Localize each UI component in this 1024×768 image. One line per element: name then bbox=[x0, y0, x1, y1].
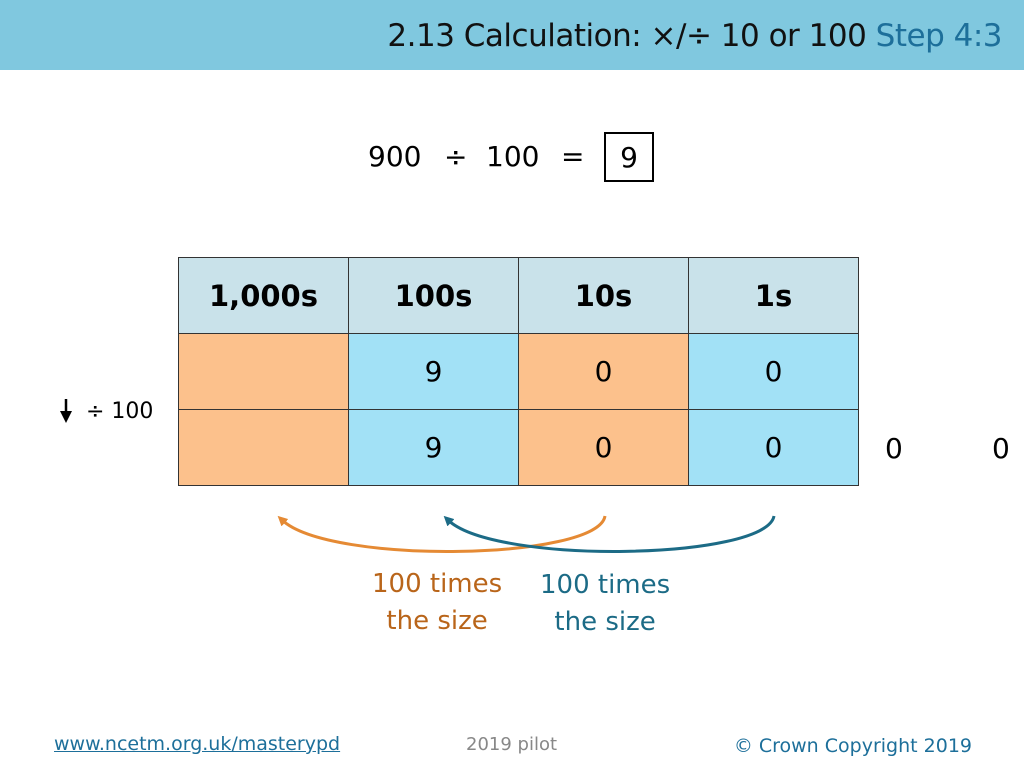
note-orange: 100 times the size bbox=[372, 566, 502, 640]
slide-title: 2.13 Calculation: ×/÷ 10 or 100 Step 4:3 bbox=[387, 18, 1002, 54]
equation-answer: 9 bbox=[620, 140, 638, 174]
note-blue: 100 times the size bbox=[540, 567, 670, 641]
table-cell: 9 bbox=[348, 333, 519, 410]
table-cell: 0 bbox=[688, 409, 859, 486]
column-header-hundreds: 100s bbox=[348, 257, 519, 334]
slide-step: Step 4:3 bbox=[875, 18, 1003, 54]
shifted-digit: 0 bbox=[992, 432, 1010, 465]
column-header-tens: 10s bbox=[518, 257, 689, 334]
table-header-row: 1,000s 100s 10s 1s bbox=[178, 257, 859, 334]
shift-arrows bbox=[277, 515, 776, 553]
table-row: 9 0 0 bbox=[178, 409, 859, 486]
table-cell: 0 bbox=[688, 333, 859, 410]
column-header-thousands: 1,000s bbox=[178, 257, 349, 334]
note-orange-line2: the size bbox=[386, 606, 488, 636]
table-cell bbox=[178, 409, 349, 486]
equation-equals: = bbox=[561, 140, 585, 173]
table-cell bbox=[178, 333, 349, 410]
shift-arrow-orange bbox=[277, 515, 607, 553]
note-blue-line1: 100 times bbox=[540, 570, 671, 600]
footer-link[interactable]: www.ncetm.org.uk/masterypd bbox=[54, 733, 341, 755]
footer-pilot: 2019 pilot bbox=[466, 734, 558, 755]
note-blue-line2: the size bbox=[554, 607, 656, 637]
note-orange-line1: 100 times bbox=[372, 569, 503, 599]
equation-dividend: 900 bbox=[368, 140, 422, 173]
table-cell: 0 bbox=[518, 333, 689, 410]
table-cell: 9 bbox=[348, 409, 519, 486]
side-operation-label: ÷ 100 bbox=[58, 398, 153, 424]
side-operation-text: ÷ 100 bbox=[86, 398, 154, 424]
equation-operator: ÷ bbox=[444, 140, 468, 173]
place-value-table: 1,000s 100s 10s 1s 9 0 0 9 0 0 bbox=[178, 257, 859, 486]
equation-divisor: 100 bbox=[486, 140, 540, 173]
table-cell: 0 bbox=[518, 409, 689, 486]
slide-title-text: 2.13 Calculation: ×/÷ 10 or 100 bbox=[387, 18, 867, 54]
equation-answer-box: 9 bbox=[604, 132, 654, 182]
table-row: 9 0 0 bbox=[178, 333, 859, 410]
column-header-ones: 1s bbox=[688, 257, 859, 334]
header-bar: 2.13 Calculation: ×/÷ 10 or 100 Step 4:3 bbox=[0, 0, 1024, 70]
arrow-down-icon bbox=[60, 399, 72, 423]
shift-arrow-blue bbox=[443, 515, 776, 553]
shifted-digit: 0 bbox=[885, 432, 903, 465]
equation: 900 ÷ 100 = 9 bbox=[0, 132, 1024, 184]
footer-copyright: © Crown Copyright 2019 bbox=[733, 735, 972, 757]
